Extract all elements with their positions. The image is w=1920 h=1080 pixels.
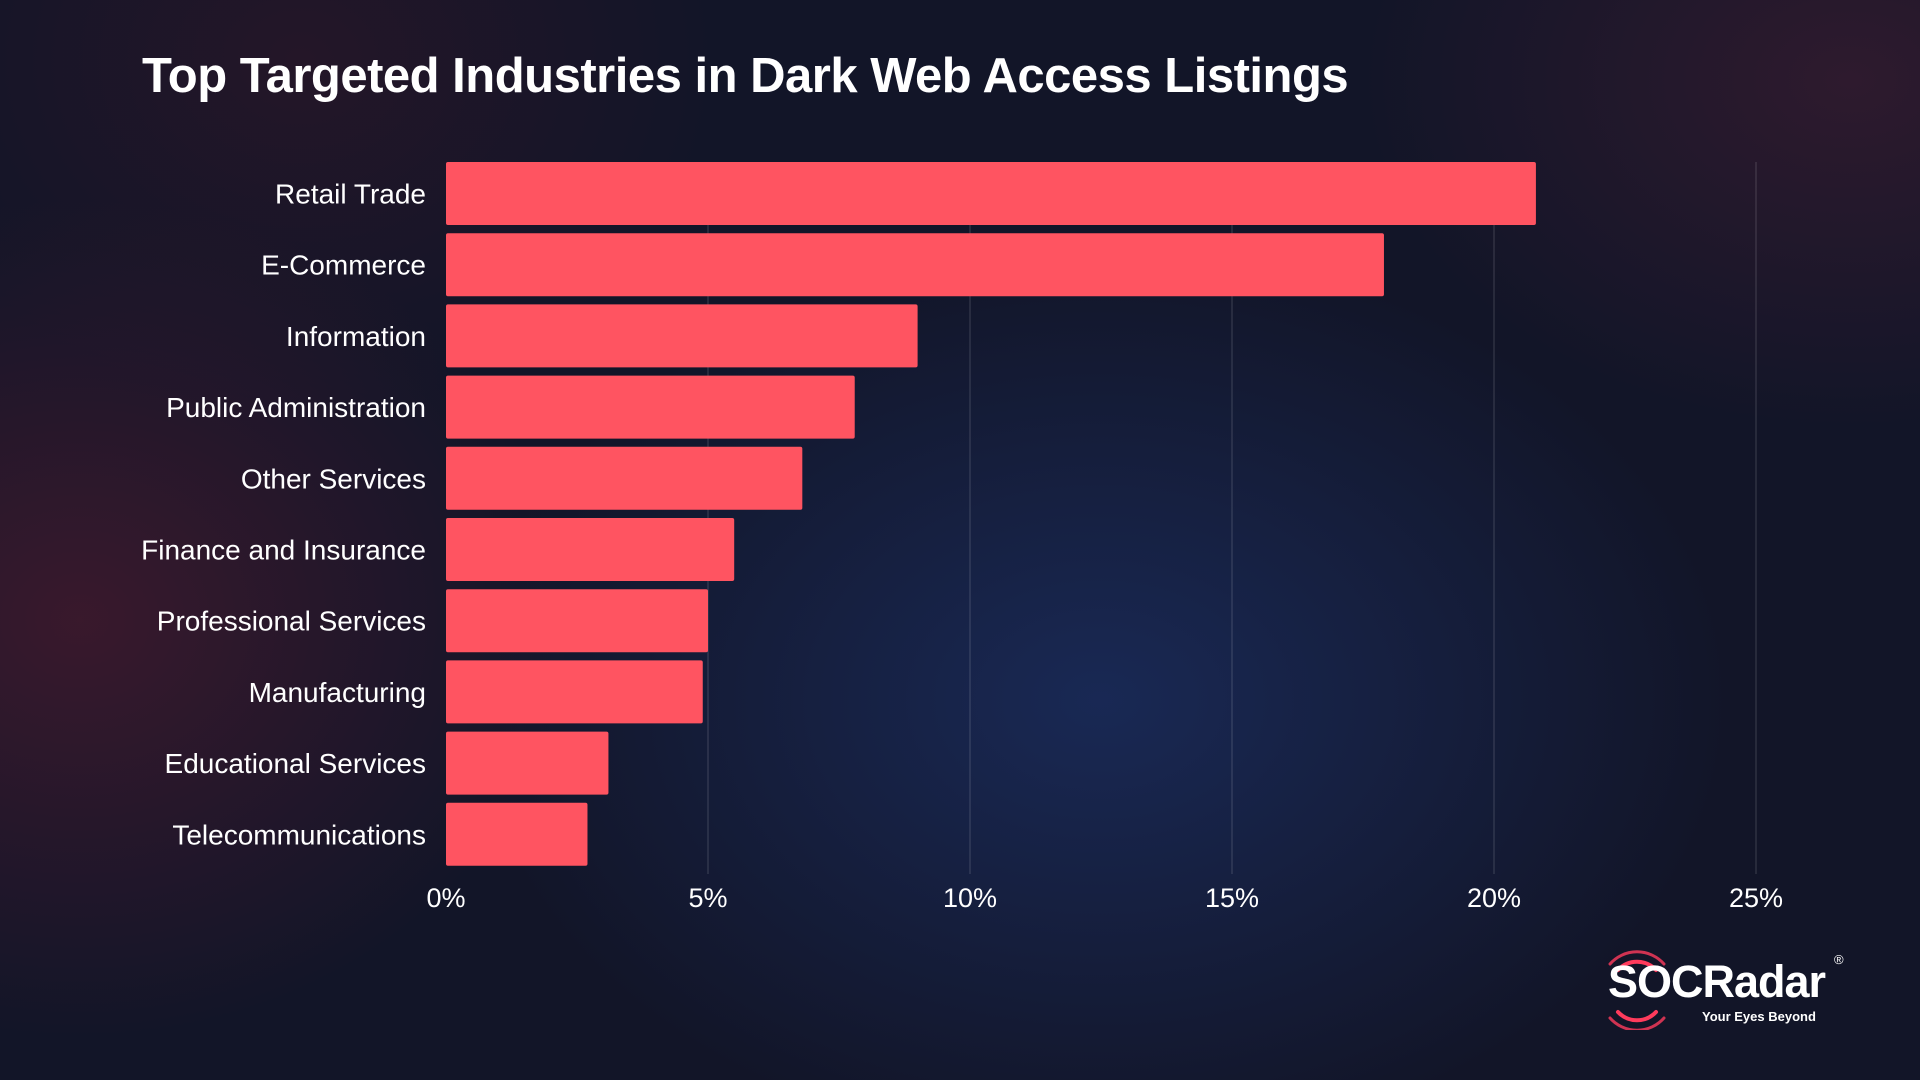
bar [446, 233, 1384, 297]
bar [446, 589, 708, 653]
bar [446, 518, 735, 581]
chart-title: Top Targeted Industries in Dark Web Acce… [142, 49, 1349, 103]
x-tick-label: 25% [1729, 883, 1783, 913]
category-label: Professional Services [157, 606, 426, 637]
registered-mark: ® [1834, 952, 1844, 967]
category-label: Other Services [241, 463, 426, 494]
category-label: E-Commerce [261, 250, 426, 281]
category-label: Information [286, 321, 426, 352]
category-label: Public Administration [166, 392, 426, 423]
bar [446, 802, 588, 866]
x-axis-ticks: 0% 5% 10% 15% 20% 25% [426, 883, 1783, 913]
category-label: Retail Trade [275, 179, 426, 210]
category-label: Manufacturing [249, 677, 426, 708]
socradar-logo: SOCRadar ® Your Eyes Beyond [1600, 950, 1850, 1030]
bar [446, 660, 703, 724]
x-tick-label: 10% [943, 883, 997, 913]
category-label: Telecommunications [172, 819, 426, 850]
bar [446, 446, 803, 510]
radar-rings-icon [1608, 950, 1666, 1030]
category-label: Finance and Insurance [141, 535, 426, 566]
bar [446, 731, 609, 795]
x-tick-label: 5% [688, 883, 727, 913]
x-tick-label: 20% [1467, 883, 1521, 913]
x-tick-label: 0% [426, 883, 465, 913]
category-labels: Retail Trade E-Commerce Information Public … [141, 179, 426, 851]
bar [446, 375, 855, 439]
bar [446, 162, 1536, 225]
brand-tagline: Your Eyes Beyond [1702, 1009, 1816, 1024]
bars [446, 162, 1536, 866]
brand-name: SOCRadar [1608, 956, 1826, 1007]
category-label: Educational Services [165, 748, 426, 779]
x-tick-label: 15% [1205, 883, 1259, 913]
bar [446, 304, 918, 368]
